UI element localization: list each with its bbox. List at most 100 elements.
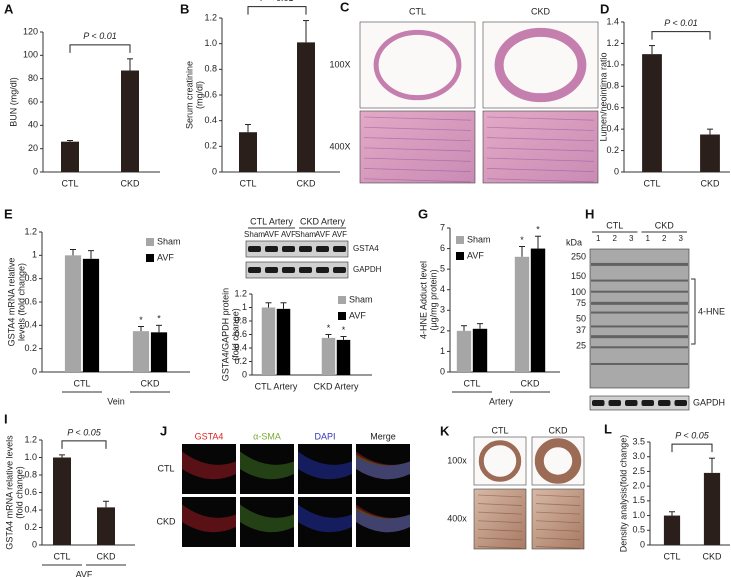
x-tick-label: CKD <box>120 178 140 188</box>
row-label: CTL <box>157 463 174 473</box>
y-tick-label: 0 <box>440 366 445 376</box>
column-label: CKD <box>548 425 568 435</box>
panel-letter: E <box>4 206 13 221</box>
bar <box>642 54 662 173</box>
bar <box>97 507 115 545</box>
panel-letter: C <box>340 0 350 14</box>
x-axis-label: AVF <box>76 569 93 577</box>
bar <box>121 70 139 172</box>
tissue-fiber <box>535 511 581 515</box>
column-label: CTL <box>491 425 508 435</box>
lane-label: 1 <box>646 234 651 243</box>
y-tick-label: 1 <box>32 250 37 260</box>
y-tick-label: 0.8 <box>234 315 247 325</box>
panel-letter: B <box>180 1 189 16</box>
blot-band <box>282 267 295 273</box>
p-value: P < 0.05 <box>67 427 101 437</box>
y-tick-label: 40 <box>28 120 38 130</box>
x-tick-label: CTL <box>663 551 680 561</box>
y-axis-label: 4-HNE Adduct level <box>418 261 428 339</box>
y-tick-label: 1.4 <box>606 16 619 26</box>
asterisk: * <box>520 235 524 245</box>
vessel-section <box>373 29 462 101</box>
legend-swatch <box>146 254 154 262</box>
y-tick-label: 0 <box>32 366 37 376</box>
blot-band <box>316 267 329 273</box>
y-axis-label: GSTA4/GAPDH protein <box>220 288 230 381</box>
blot-band <box>625 400 638 406</box>
y-tick-label: 0.6 <box>606 102 619 112</box>
blot-membrane <box>589 395 690 411</box>
y-tick-label: 0 <box>242 369 247 379</box>
y-tick-label: 1.2 <box>24 226 37 236</box>
x-axis-label: Vein <box>107 396 125 406</box>
bar <box>276 308 291 375</box>
column-label: Merge <box>370 431 396 441</box>
x-tick-label: CKD <box>702 551 722 561</box>
asterisk: * <box>327 323 331 333</box>
y-tick-label: 120 <box>23 26 38 36</box>
y-tick-label: 6 <box>440 243 445 253</box>
vessel-section <box>494 27 587 103</box>
vessel-section <box>478 440 522 482</box>
y-tick-label: 1 <box>440 346 445 356</box>
y-tick-label: 0.8 <box>24 469 37 479</box>
tissue-fiber <box>363 178 472 183</box>
y-tick-label: 0 <box>33 166 38 176</box>
legend-label: AVF <box>157 252 174 262</box>
blot-membrane <box>589 248 690 389</box>
bar <box>150 332 168 372</box>
tissue-signal <box>356 454 410 480</box>
y-tick-label: 0.2 <box>204 141 217 151</box>
bar <box>321 337 336 375</box>
panel-letter: J <box>160 423 167 438</box>
y-axis-label: GSTA4 mRNA relative levels <box>4 435 14 550</box>
y-axis-label: GSTA4 mRNA relative <box>6 258 16 347</box>
unit-label: kDa <box>566 237 582 247</box>
y-tick-label: 0.6 <box>24 487 37 497</box>
y-tick-label: 0 <box>212 166 217 176</box>
bar <box>82 258 100 372</box>
blot-band <box>591 362 688 365</box>
tissue-fiber <box>477 511 523 515</box>
lane-label: AVF <box>332 230 347 239</box>
marker-label: 150 <box>571 271 586 281</box>
x-tick-label: CKD <box>96 551 116 561</box>
tissue-signal <box>182 451 236 480</box>
blot-band <box>299 267 312 273</box>
tissue-fiber <box>486 178 595 183</box>
lane-label: AVF <box>281 230 296 239</box>
row-label: CKD <box>156 516 176 526</box>
y-tick-label: 0.8 <box>606 81 619 91</box>
y-tick-label: 2 <box>440 325 445 335</box>
legend-swatch <box>338 296 346 304</box>
y-tick-label: 5 <box>440 264 445 274</box>
bar <box>700 134 720 172</box>
tissue-fiber <box>535 528 581 532</box>
tissue-fiber <box>535 494 581 498</box>
tissue-signal <box>356 507 410 533</box>
panel-letter: G <box>418 206 428 221</box>
legend-swatch <box>456 252 464 260</box>
y-tick-label: 1.2 <box>234 288 247 298</box>
band-label: 4-HNE <box>698 306 725 316</box>
blot-band <box>591 290 688 293</box>
micrograph <box>182 497 236 547</box>
tissue-signal <box>240 504 294 533</box>
p-value: P < 0.05 <box>675 431 709 441</box>
vessel-section <box>534 438 582 484</box>
y-axis-label: levels (fold change) <box>16 263 26 341</box>
tissue-signal <box>240 451 294 480</box>
y-tick-label: 1.0 <box>606 59 619 69</box>
blot-band <box>282 246 295 252</box>
y-tick-label: 0.5 <box>632 525 645 535</box>
tissue-fiber <box>363 116 472 121</box>
blot-group-label: CTL <box>606 220 623 230</box>
significance-bracket <box>671 443 713 453</box>
blot-band <box>591 325 688 328</box>
blot-group-label: CTL Artery <box>250 216 293 226</box>
tissue-fiber <box>477 503 523 506</box>
y-tick-label: 0.2 <box>606 145 619 155</box>
bar <box>64 255 82 372</box>
